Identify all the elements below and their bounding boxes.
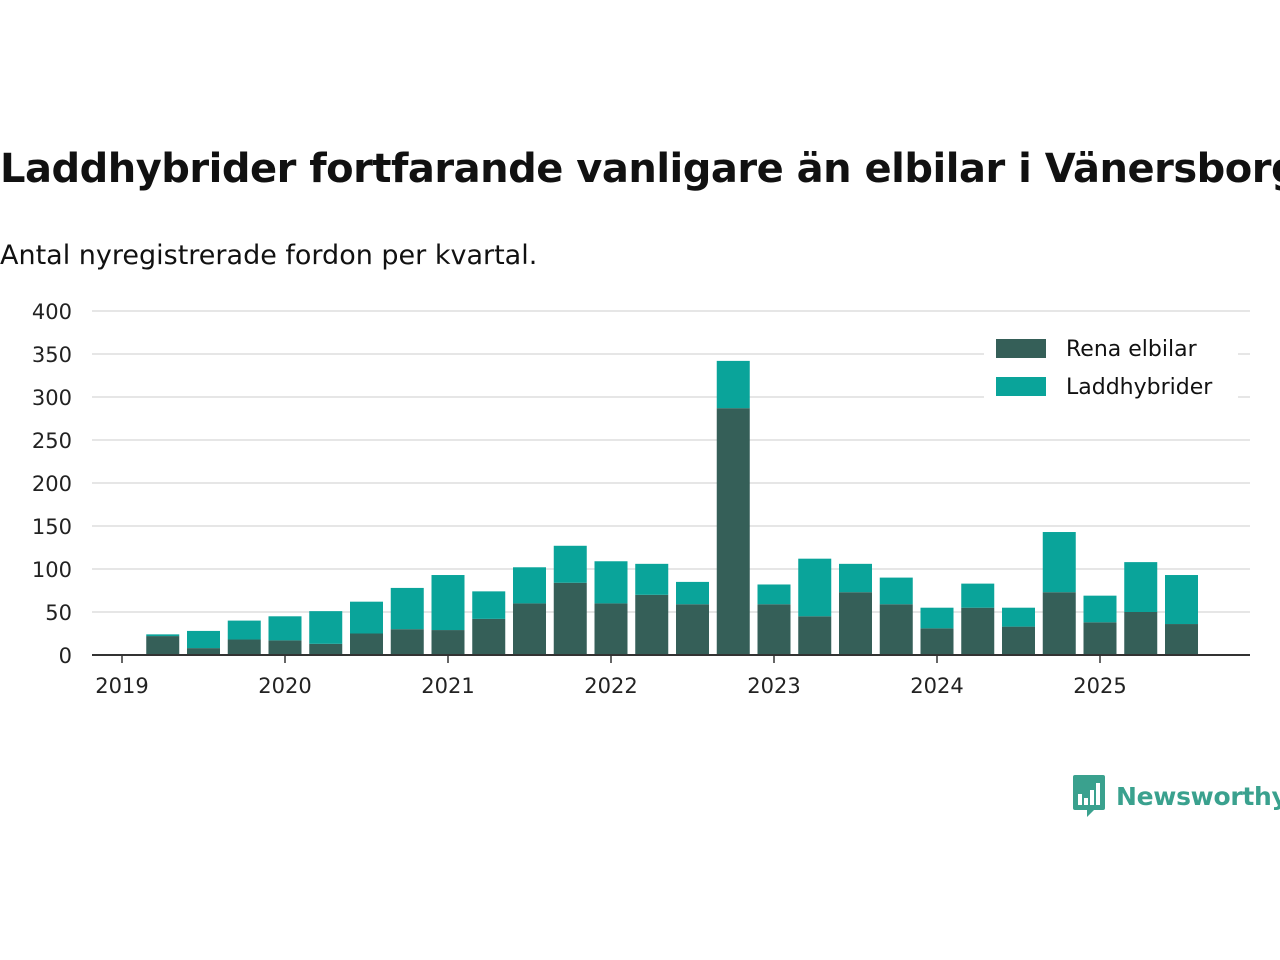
x-tick-label: 2023 bbox=[747, 674, 800, 698]
bar-rena-elbilar-2020-Q2 bbox=[309, 643, 343, 655]
y-axis-ticks: 0 50 100 150 200 250 300 350 400 bbox=[32, 300, 72, 668]
bar-rena-elbilar-2023-Q3 bbox=[839, 592, 872, 655]
legend-label-laddhybrider: Laddhybrider bbox=[1066, 375, 1213, 400]
bar-laddhybrider-2024-Q1 bbox=[920, 607, 954, 629]
bar-rena-elbilar-2020-Q4 bbox=[390, 629, 424, 655]
bar-laddhybrider-2023-Q3 bbox=[839, 563, 872, 593]
bar-rena-elbilar-2020-Q1 bbox=[268, 640, 302, 655]
bar-laddhybrider-2020-Q2 bbox=[309, 611, 343, 644]
bar-laddhybrider-2021-Q1 bbox=[431, 575, 465, 631]
bar-laddhybrider-2020-Q1 bbox=[268, 616, 302, 641]
bar-laddhybrider-2024-Q3 bbox=[1002, 607, 1035, 627]
newsworthy-logo-icon bbox=[1073, 775, 1105, 817]
bar-laddhybrider-2022-Q2 bbox=[635, 563, 669, 595]
bar-rena-elbilar-2022-Q1 bbox=[594, 603, 628, 655]
bar-laddhybrider-2021-Q3 bbox=[513, 567, 546, 604]
bar-rena-elbilar-2021-Q3 bbox=[513, 603, 546, 655]
chart-subtitle: Antal nyregistrerade fordon per kvartal. bbox=[0, 240, 538, 271]
bar-rena-elbilar-2021-Q4 bbox=[553, 582, 587, 655]
bar-rena-elbilar-2025-Q2 bbox=[1124, 612, 1158, 655]
x-tick-label: 2021 bbox=[421, 674, 474, 698]
bar-laddhybrider-2024-Q2 bbox=[961, 583, 995, 608]
stacked-bar-chart: 0 50 100 150 200 250 300 350 400 2019 2020 2021 202… bbox=[32, 300, 1250, 698]
grid-lines bbox=[92, 310, 1250, 613]
x-tick-label: 2024 bbox=[910, 674, 963, 698]
y-tick-label: 400 bbox=[32, 300, 72, 324]
y-tick-label: 100 bbox=[32, 558, 72, 582]
bar-rena-elbilar-2022-Q3 bbox=[676, 604, 709, 655]
bar-laddhybrider-2019-Q2 bbox=[146, 634, 180, 637]
bar-rena-elbilar-2024-Q2 bbox=[961, 607, 995, 655]
legend-swatch-rena-elbilar bbox=[996, 339, 1046, 358]
y-tick-label: 150 bbox=[32, 515, 72, 539]
bar-rena-elbilar-2019-Q4 bbox=[227, 639, 261, 655]
bar-rena-elbilar-2024-Q3 bbox=[1002, 626, 1035, 655]
bar-rena-elbilar-2025-Q3 bbox=[1165, 624, 1198, 655]
bar-laddhybrider-2021-Q4 bbox=[553, 545, 587, 583]
bar-rena-elbilar-2019-Q3 bbox=[187, 648, 220, 655]
bar-rena-elbilar-2022-Q4 bbox=[716, 408, 750, 655]
bar-laddhybrider-2023-Q4 bbox=[879, 577, 913, 605]
bar-laddhybrider-2023-Q1 bbox=[757, 584, 791, 605]
bar-rena-elbilar-2023-Q4 bbox=[879, 604, 913, 655]
bar-rena-elbilar-2019-Q2 bbox=[146, 636, 180, 655]
bar-laddhybrider-2025-Q1 bbox=[1083, 595, 1117, 623]
bar-laddhybrider-2022-Q1 bbox=[594, 561, 628, 604]
bar-laddhybrider-2020-Q4 bbox=[390, 587, 424, 630]
chart-title: Laddhybrider fortfarande vanligare än el… bbox=[0, 146, 1280, 192]
bar-laddhybrider-2025-Q2 bbox=[1124, 562, 1158, 612]
y-tick-label: 300 bbox=[32, 386, 72, 410]
bar-rena-elbilar-2024-Q1 bbox=[920, 628, 954, 655]
bars bbox=[146, 360, 1198, 655]
x-axis-ticks: 2019 2020 2021 2022 2023 2024 2025 bbox=[95, 655, 1127, 698]
bar-laddhybrider-2023-Q2 bbox=[798, 558, 832, 617]
x-tick-label: 2025 bbox=[1073, 674, 1126, 698]
x-tick-label: 2022 bbox=[584, 674, 637, 698]
bar-laddhybrider-2022-Q4 bbox=[716, 360, 750, 409]
newsworthy-logo: Newsworthy bbox=[1072, 774, 1280, 818]
bar-laddhybrider-2020-Q3 bbox=[350, 601, 383, 634]
y-tick-label: 50 bbox=[45, 601, 72, 625]
bar-laddhybrider-2019-Q3 bbox=[187, 630, 220, 649]
bar-rena-elbilar-2020-Q3 bbox=[350, 633, 383, 655]
bar-laddhybrider-2024-Q4 bbox=[1042, 532, 1076, 593]
bar-rena-elbilar-2025-Q1 bbox=[1083, 622, 1117, 655]
bar-laddhybrider-2022-Q3 bbox=[676, 581, 709, 605]
x-tick-label: 2020 bbox=[258, 674, 311, 698]
legend: Rena elbilar Laddhybrider bbox=[984, 328, 1238, 400]
bar-rena-elbilar-2023-Q2 bbox=[798, 616, 832, 655]
y-tick-label: 200 bbox=[32, 472, 72, 496]
bar-laddhybrider-2025-Q3 bbox=[1165, 575, 1198, 625]
legend-swatch-laddhybrider bbox=[996, 377, 1046, 396]
bar-rena-elbilar-2024-Q4 bbox=[1042, 592, 1076, 655]
bar-laddhybrider-2021-Q2 bbox=[472, 591, 506, 619]
bar-rena-elbilar-2023-Q1 bbox=[757, 604, 791, 655]
bar-rena-elbilar-2022-Q2 bbox=[635, 594, 669, 655]
bar-rena-elbilar-2021-Q1 bbox=[431, 630, 465, 655]
brand-name: Newsworthy bbox=[1116, 781, 1280, 811]
y-tick-label: 350 bbox=[32, 343, 72, 367]
y-tick-label: 250 bbox=[32, 429, 72, 453]
legend-label-rena-elbilar: Rena elbilar bbox=[1066, 337, 1198, 362]
bar-laddhybrider-2019-Q4 bbox=[227, 620, 261, 640]
bar-rena-elbilar-2021-Q2 bbox=[472, 618, 506, 655]
x-tick-label: 2019 bbox=[95, 674, 148, 698]
y-tick-label: 0 bbox=[59, 644, 72, 668]
